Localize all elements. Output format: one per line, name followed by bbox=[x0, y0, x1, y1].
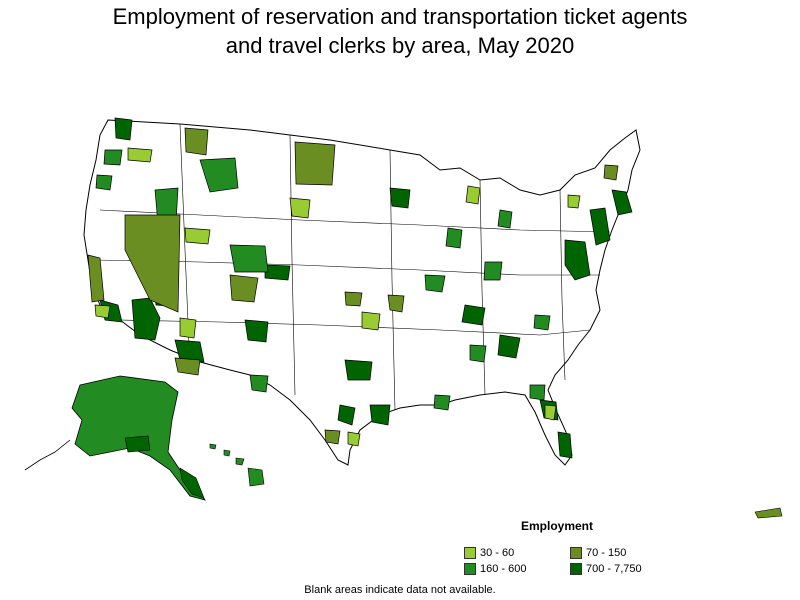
map-area bbox=[184, 127, 209, 156]
data-availability-note: Blank areas indicate data not available. bbox=[304, 584, 496, 596]
map-area bbox=[229, 244, 269, 273]
alaska-panhandle-area bbox=[179, 467, 205, 499]
legend-label: 160 - 600 bbox=[480, 563, 527, 575]
map-area bbox=[229, 274, 259, 303]
map-area bbox=[199, 157, 239, 193]
legend-swatch bbox=[464, 563, 476, 575]
map-area bbox=[337, 404, 356, 426]
map-area bbox=[611, 189, 633, 216]
map-area bbox=[94, 304, 111, 319]
legend-label: 70 - 150 bbox=[586, 547, 627, 559]
alaska-area bbox=[124, 435, 151, 453]
map-area bbox=[131, 297, 161, 341]
map-area bbox=[497, 334, 521, 359]
map-area bbox=[294, 141, 336, 186]
map-area bbox=[469, 344, 487, 363]
boundary-line bbox=[119, 319, 591, 336]
map-area bbox=[244, 319, 269, 343]
map-area bbox=[174, 339, 205, 363]
map-area bbox=[87, 254, 105, 303]
map-area bbox=[445, 227, 463, 249]
map-area bbox=[369, 404, 391, 426]
map-area bbox=[557, 431, 573, 459]
map-area bbox=[483, 261, 503, 281]
map-area bbox=[127, 147, 153, 163]
boundary-line bbox=[559, 189, 566, 381]
map-area bbox=[461, 304, 486, 326]
map-area bbox=[424, 274, 446, 293]
legend-item-160-600: 160 - 600 bbox=[464, 563, 526, 575]
map-area bbox=[433, 394, 451, 411]
legend-swatch bbox=[570, 563, 582, 575]
map-title-line-1: Employment of reservation and transporta… bbox=[112, 4, 688, 29]
map-area bbox=[529, 384, 546, 401]
map-area bbox=[567, 194, 581, 209]
map-area bbox=[361, 311, 381, 331]
map-area bbox=[249, 374, 269, 393]
boundary-line bbox=[289, 134, 296, 396]
map-area bbox=[103, 149, 123, 166]
map-title: Employment of reservation and transporta… bbox=[0, 2, 800, 60]
map-area bbox=[497, 209, 513, 229]
map-area bbox=[589, 207, 611, 246]
legend-item-30-60: 30 - 60 bbox=[464, 547, 514, 559]
map-area bbox=[179, 317, 197, 339]
map-area bbox=[389, 187, 411, 209]
hawaii-island bbox=[209, 443, 217, 450]
map-area bbox=[95, 174, 113, 191]
legend-item-70-150: 70 - 150 bbox=[570, 547, 626, 559]
boundary-line bbox=[94, 259, 600, 276]
hawaii-island bbox=[247, 467, 265, 487]
map-title-line-2: and travel clerks by area, May 2020 bbox=[225, 33, 575, 58]
legend-swatch bbox=[570, 547, 582, 559]
map-area bbox=[324, 429, 341, 445]
hawaii bbox=[209, 443, 265, 487]
map-area bbox=[347, 431, 361, 447]
map-area bbox=[114, 117, 133, 141]
map-area bbox=[174, 357, 201, 376]
hawaii-island bbox=[235, 457, 245, 466]
map-area bbox=[124, 214, 181, 313]
alaska-aleutians bbox=[24, 439, 71, 471]
map-area bbox=[387, 294, 405, 313]
map-area bbox=[544, 404, 557, 421]
map-area bbox=[344, 359, 373, 381]
hawaii-island bbox=[223, 449, 231, 457]
puerto-rico bbox=[754, 507, 783, 519]
legend-item-700-7750: 700 - 7,750 bbox=[570, 563, 642, 575]
map-area bbox=[344, 291, 363, 307]
map-area bbox=[264, 264, 291, 281]
legend-swatch bbox=[464, 547, 476, 559]
map-areas bbox=[87, 117, 633, 459]
legend-label: 700 - 7,750 bbox=[586, 563, 642, 575]
legend-title: Employment bbox=[521, 519, 594, 533]
legend-label: 30 - 60 bbox=[480, 547, 515, 559]
map-area bbox=[184, 227, 211, 245]
map-area bbox=[603, 164, 619, 181]
map-area bbox=[289, 197, 311, 219]
map-area bbox=[533, 314, 551, 331]
map-area bbox=[465, 185, 481, 205]
map-area bbox=[564, 239, 591, 281]
